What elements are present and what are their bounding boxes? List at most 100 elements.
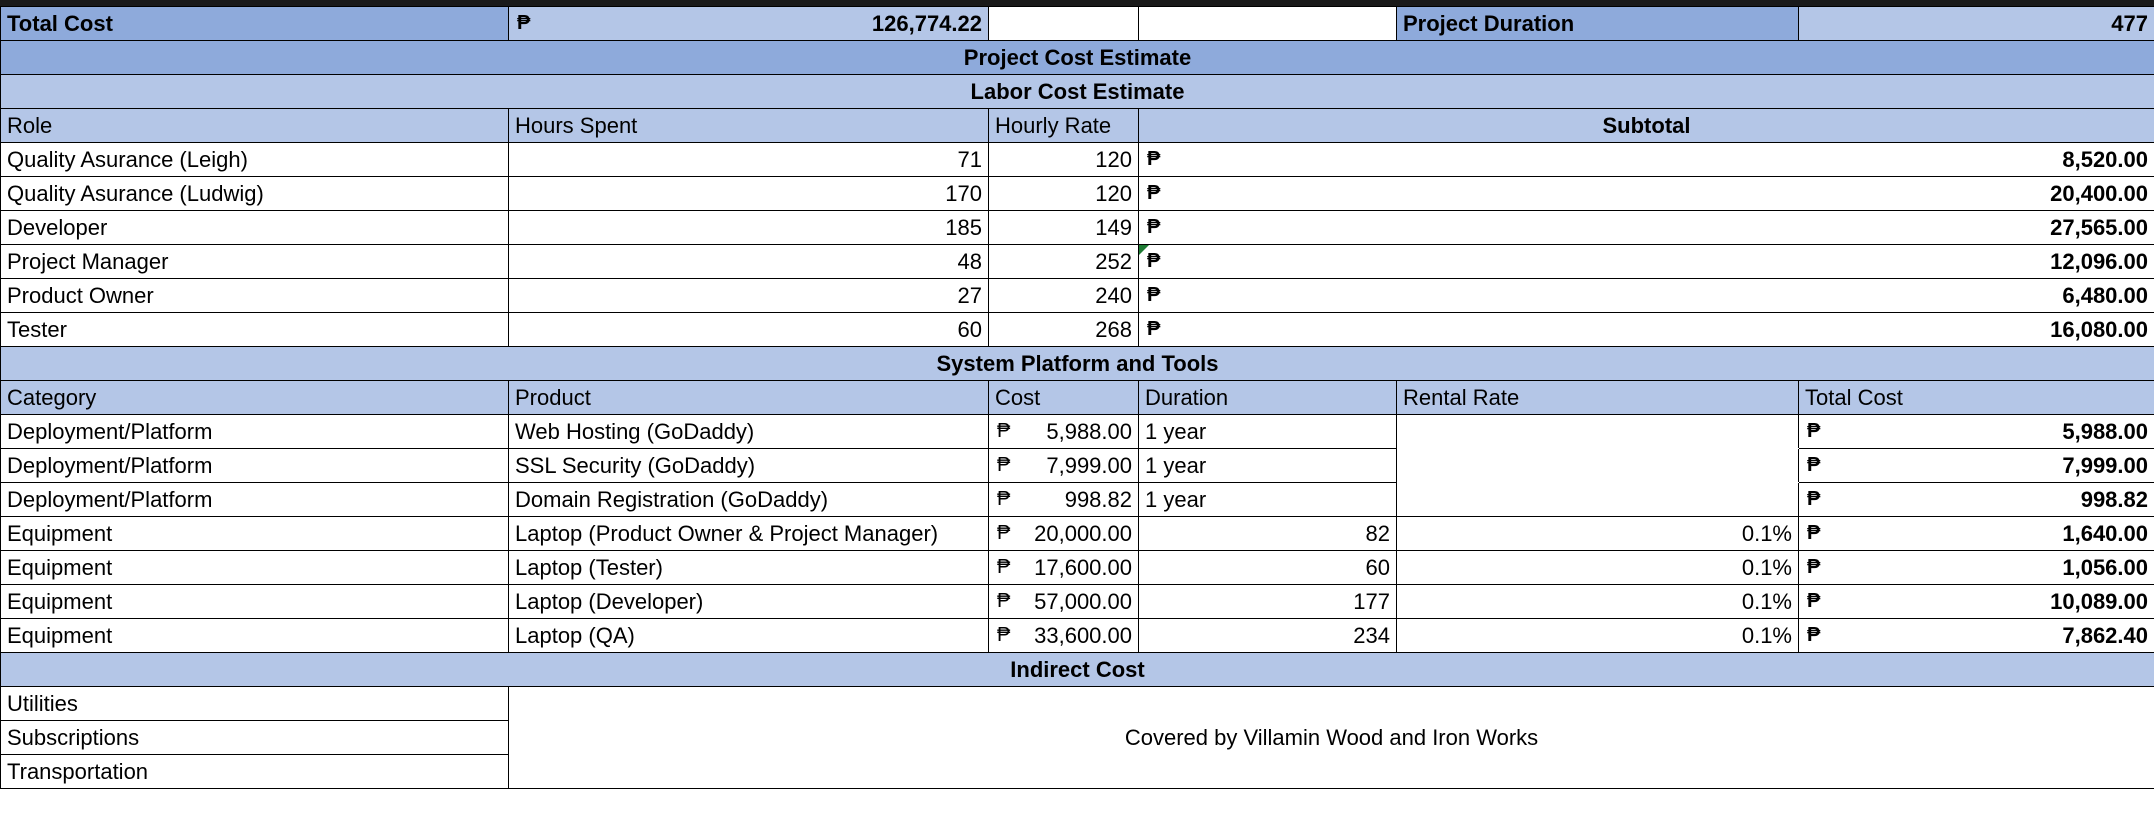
labor-section-title[interactable]: Labor Cost Estimate bbox=[0, 74, 2154, 109]
platform-total-cell[interactable]: ₱ 7,862.40 bbox=[1798, 618, 2154, 653]
labor-hours[interactable]: 48 bbox=[508, 244, 989, 279]
col-header-rate[interactable]: Hourly Rate bbox=[988, 108, 1139, 143]
platform-cost-cell[interactable]: ₱ 998.82 bbox=[988, 482, 1139, 517]
platform-cost-cell[interactable]: ₱ 5,988.00 bbox=[988, 414, 1139, 449]
platform-duration[interactable]: 60 bbox=[1138, 550, 1397, 585]
col-header-category[interactable]: Category bbox=[0, 380, 509, 415]
labor-role[interactable]: Product Owner bbox=[0, 278, 509, 313]
labor-rate[interactable]: 149 bbox=[988, 210, 1139, 245]
platform-duration[interactable]: 234 bbox=[1138, 618, 1397, 653]
platform-cost: 17,600.00 bbox=[1034, 555, 1132, 580]
labor-rate[interactable]: 268 bbox=[988, 312, 1139, 347]
labor-hours[interactable]: 170 bbox=[508, 176, 989, 211]
platform-product[interactable]: Laptop (Developer) bbox=[508, 584, 989, 619]
empty-cell[interactable] bbox=[1138, 6, 1397, 41]
col-header-hours[interactable]: Hours Spent bbox=[508, 108, 989, 143]
platform-total-cell[interactable]: ₱ 1,640.00 bbox=[1798, 516, 2154, 551]
platform-total: 1,056.00 bbox=[2062, 555, 2148, 580]
labor-subtotal-cell[interactable]: ₱ 27,565.00 bbox=[1138, 210, 2154, 245]
col-header-total-cost[interactable]: Total Cost bbox=[1798, 380, 2154, 415]
platform-rental-rate[interactable]: 0.1% bbox=[1396, 618, 1799, 653]
platform-product[interactable]: SSL Security (GoDaddy) bbox=[508, 448, 989, 483]
indirect-item[interactable]: Subscriptions bbox=[0, 720, 509, 755]
indirect-item[interactable]: Utilities bbox=[0, 686, 509, 721]
indirect-item[interactable]: Transportation bbox=[0, 754, 509, 789]
labor-rate[interactable]: 120 bbox=[988, 176, 1139, 211]
page-title[interactable]: Project Cost Estimate bbox=[0, 40, 2154, 75]
error-indicator-icon[interactable] bbox=[1139, 245, 1149, 255]
platform-duration[interactable]: 177 bbox=[1138, 584, 1397, 619]
platform-total-cell[interactable]: ₱ 5,988.00 bbox=[1798, 414, 2154, 449]
labor-role[interactable]: Developer bbox=[0, 210, 509, 245]
platform-category[interactable]: Equipment bbox=[0, 550, 509, 585]
col-header-cost[interactable]: Cost bbox=[988, 380, 1139, 415]
labor-subtotal-cell[interactable]: ₱ 20,400.00 bbox=[1138, 176, 2154, 211]
peso-currency-icon: ₱ bbox=[1807, 556, 1821, 578]
labor-hours[interactable]: 185 bbox=[508, 210, 989, 245]
platform-duration[interactable]: 1 year bbox=[1138, 414, 1397, 449]
platform-rental-rate[interactable]: 0.1% bbox=[1396, 550, 1799, 585]
platform-category[interactable]: Equipment bbox=[0, 618, 509, 653]
col-header-subtotal[interactable]: Subtotal bbox=[1138, 108, 2154, 143]
project-duration-value[interactable]: 477 bbox=[1798, 6, 2154, 41]
platform-category[interactable]: Deployment/Platform bbox=[0, 482, 509, 517]
labor-subtotal-cell[interactable]: ₱ 6,480.00 bbox=[1138, 278, 2154, 313]
platform-cost-cell[interactable]: ₱ 7,999.00 bbox=[988, 448, 1139, 483]
indirect-section-title[interactable]: Indirect Cost bbox=[0, 652, 2154, 687]
platform-rental-rate[interactable] bbox=[1396, 448, 1799, 483]
labor-row: Project Manager 48 252 ₱ 12,096.00 bbox=[0, 244, 2154, 279]
platform-product[interactable]: Laptop (Tester) bbox=[508, 550, 989, 585]
labor-rate[interactable]: 252 bbox=[988, 244, 1139, 279]
platform-rental-rate[interactable] bbox=[1396, 482, 1799, 517]
empty-cell[interactable] bbox=[988, 6, 1139, 41]
col-header-product[interactable]: Product bbox=[508, 380, 989, 415]
labor-rate[interactable]: 120 bbox=[988, 142, 1139, 177]
labor-role[interactable]: Tester bbox=[0, 312, 509, 347]
labor-subtotal-cell[interactable]: ₱ 16,080.00 bbox=[1138, 312, 2154, 347]
labor-hours[interactable]: 27 bbox=[508, 278, 989, 313]
col-header-rental-rate[interactable]: Rental Rate bbox=[1396, 380, 1799, 415]
platform-duration[interactable]: 82 bbox=[1138, 516, 1397, 551]
platform-category[interactable]: Equipment bbox=[0, 516, 509, 551]
platform-rental-rate[interactable] bbox=[1396, 414, 1799, 449]
platform-header-row: Category Product Cost Duration Rental Ra… bbox=[0, 380, 2154, 415]
platform-cost: 33,600.00 bbox=[1034, 623, 1132, 648]
indirect-note[interactable]: Covered by Villamin Wood and Iron Works bbox=[508, 686, 2154, 789]
platform-cost-cell[interactable]: ₱ 17,600.00 bbox=[988, 550, 1139, 585]
project-duration-label[interactable]: Project Duration bbox=[1396, 6, 1799, 41]
platform-duration[interactable]: 1 year bbox=[1138, 482, 1397, 517]
labor-role[interactable]: Quality Asurance (Leigh) bbox=[0, 142, 509, 177]
platform-total-cell[interactable]: ₱ 1,056.00 bbox=[1798, 550, 2154, 585]
platform-category[interactable]: Deployment/Platform bbox=[0, 414, 509, 449]
platform-cost-cell[interactable]: ₱ 57,000.00 bbox=[988, 584, 1139, 619]
platform-duration[interactable]: 1 year bbox=[1138, 448, 1397, 483]
labor-subtotal-cell[interactable]: ₱ 8,520.00 bbox=[1138, 142, 2154, 177]
platform-category[interactable]: Equipment bbox=[0, 584, 509, 619]
platform-category[interactable]: Deployment/Platform bbox=[0, 448, 509, 483]
platform-rental-rate[interactable]: 0.1% bbox=[1396, 516, 1799, 551]
platform-product[interactable]: Domain Registration (GoDaddy) bbox=[508, 482, 989, 517]
platform-cost-cell[interactable]: ₱ 20,000.00 bbox=[988, 516, 1139, 551]
labor-hours[interactable]: 71 bbox=[508, 142, 989, 177]
labor-hours[interactable]: 60 bbox=[508, 312, 989, 347]
peso-currency-icon: ₱ bbox=[1147, 284, 1161, 306]
labor-role[interactable]: Quality Asurance (Ludwig) bbox=[0, 176, 509, 211]
platform-section-title[interactable]: System Platform and Tools bbox=[0, 346, 2154, 381]
labor-row: Product Owner 27 240 ₱ 6,480.00 bbox=[0, 278, 2154, 313]
total-cost-value-cell[interactable]: ₱ 126,774.22 bbox=[508, 6, 989, 41]
platform-total-cell[interactable]: ₱ 10,089.00 bbox=[1798, 584, 2154, 619]
labor-subtotal-cell[interactable]: ₱ 12,096.00 bbox=[1138, 244, 2154, 279]
platform-product[interactable]: Laptop (Product Owner & Project Manager) bbox=[508, 516, 989, 551]
col-header-role[interactable]: Role bbox=[0, 108, 509, 143]
platform-rental-rate[interactable]: 0.1% bbox=[1396, 584, 1799, 619]
labor-role[interactable]: Project Manager bbox=[0, 244, 509, 279]
platform-total-cell[interactable]: ₱ 998.82 bbox=[1798, 482, 2154, 517]
platform-cost-cell[interactable]: ₱ 33,600.00 bbox=[988, 618, 1139, 653]
platform-total-cell[interactable]: ₱ 7,999.00 bbox=[1798, 448, 2154, 483]
labor-rate[interactable]: 240 bbox=[988, 278, 1139, 313]
platform-product[interactable]: Laptop (QA) bbox=[508, 618, 989, 653]
platform-product[interactable]: Web Hosting (GoDaddy) bbox=[508, 414, 989, 449]
cost-estimate-sheet: Total Cost ₱ 126,774.22 Project Duration… bbox=[0, 6, 2154, 789]
col-header-duration[interactable]: Duration bbox=[1138, 380, 1397, 415]
total-cost-label[interactable]: Total Cost bbox=[0, 6, 509, 41]
